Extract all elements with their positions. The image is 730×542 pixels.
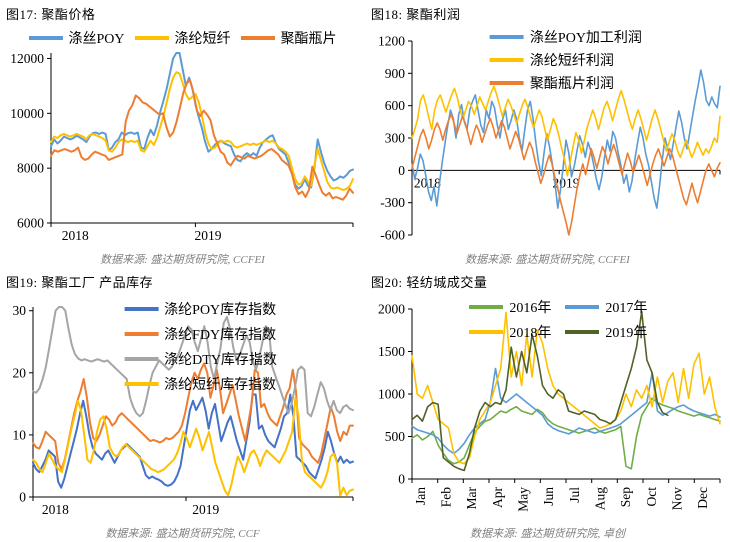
svg-text:-300: -300 (380, 195, 405, 210)
svg-text:May: May (515, 487, 530, 512)
figure-17-title: 图17: 聚酯价格 (6, 7, 96, 22)
svg-text:1200: 1200 (378, 34, 405, 49)
svg-text:8000: 8000 (17, 161, 44, 176)
svg-text:2018: 2018 (61, 228, 88, 243)
svg-text:Mar: Mar (464, 487, 479, 510)
svg-text:Sep: Sep (618, 487, 633, 508)
svg-text:Apr: Apr (489, 487, 504, 508)
figure-20-chart: 0 500 1000 1500 2000 Jan Feb Mar Apr May Jun Jul Aug… (378, 302, 721, 512)
svg-text:10: 10 (12, 427, 26, 442)
figure-19-chart: 0 10 20 30 2018 2019 (12, 303, 354, 517)
svg-text:30: 30 (12, 303, 26, 318)
svg-text:900: 900 (384, 66, 405, 81)
figure-18-panel: 图18: 聚酯利润 涤丝POY加工利润 涤纶短纤利润 聚酯瓶片利润 -600 -300… (365, 0, 730, 268)
figure-19-panel: 图19: 聚酯工厂 产品库存 涤纶POY库存指数 涤纶FDY库存指数 涤纶DTY库存… (0, 268, 365, 542)
svg-text:6000: 6000 (17, 216, 44, 231)
svg-text:Feb: Feb (438, 487, 453, 508)
figure-17-panel: 图17: 聚酯价格 涤丝POY 涤纶短纤 聚酯瓶片 6000 8000 10000 120… (0, 0, 365, 268)
svg-text:2018: 2018 (41, 502, 68, 517)
figure-20-panel: 图20: 轻纺城成交量 2016年 2017年 2018年 2019年 0 500 100… (365, 268, 730, 542)
figure-20-source: 数据来源: 盛达期货研究院, 卓创 (470, 528, 625, 540)
svg-text:Aug: Aug (592, 487, 607, 510)
svg-text:12000: 12000 (10, 51, 44, 66)
svg-text:0: 0 (398, 472, 405, 487)
figure-17-source: 数据来源: 盛达期货研究院, CCFEI (100, 254, 265, 266)
svg-text:Nov: Nov (669, 487, 684, 510)
svg-text:300: 300 (384, 131, 405, 146)
figure-18-source: 数据来源: 盛达期货研究院, CCFEI (465, 254, 630, 266)
svg-text:0: 0 (398, 163, 405, 178)
figure-19-title: 图19: 聚酯工厂 产品库存 (6, 275, 154, 290)
figure-17-chart-area: 涤丝POY 涤纶短纤 聚酯瓶片 6000 8000 10000 12000 2018 2019 (2, 27, 363, 247)
svg-text:600: 600 (384, 98, 405, 113)
svg-text:20: 20 (12, 365, 26, 380)
figure-19-chart-area: 涤纶POY库存指数 涤纶FDY库存指数 涤纶DTY库存指数 涤纶短纤库存指数 0 10 2… (2, 295, 363, 521)
svg-text:-600: -600 (380, 228, 405, 243)
figure-20-chart-area: 2016年 2017年 2018年 2019年 0 500 1000 1500 2000 Jan… (367, 295, 728, 521)
svg-text:1000: 1000 (378, 387, 405, 402)
svg-text:Dec: Dec (695, 487, 710, 509)
figure-17-chart: 6000 8000 10000 12000 2018 2019 (10, 51, 354, 243)
svg-text:1500: 1500 (378, 344, 405, 359)
figure-18-chart-area: 涤丝POY加工利润 涤纶短纤利润 聚酯瓶片利润 -600 -300 0 300 600 900… (367, 27, 728, 247)
svg-text:Oct: Oct (643, 487, 658, 507)
svg-text:2019: 2019 (194, 228, 221, 243)
figure-18-title: 图18: 聚酯利润 (371, 7, 461, 22)
svg-text:500: 500 (384, 429, 405, 444)
figure-19-source: 数据来源: 盛达期货研究院, CCF (105, 528, 260, 540)
svg-text:Jun: Jun (541, 487, 556, 506)
svg-text:2019: 2019 (192, 502, 219, 517)
svg-text:2019: 2019 (552, 175, 579, 190)
svg-text:Jul: Jul (566, 487, 581, 503)
svg-text:10000: 10000 (10, 106, 44, 121)
svg-text:Jan: Jan (412, 487, 427, 505)
svg-text:0: 0 (19, 490, 26, 505)
figure-20-title: 图20: 轻纺城成交量 (371, 275, 488, 290)
svg-text:2000: 2000 (378, 302, 405, 317)
